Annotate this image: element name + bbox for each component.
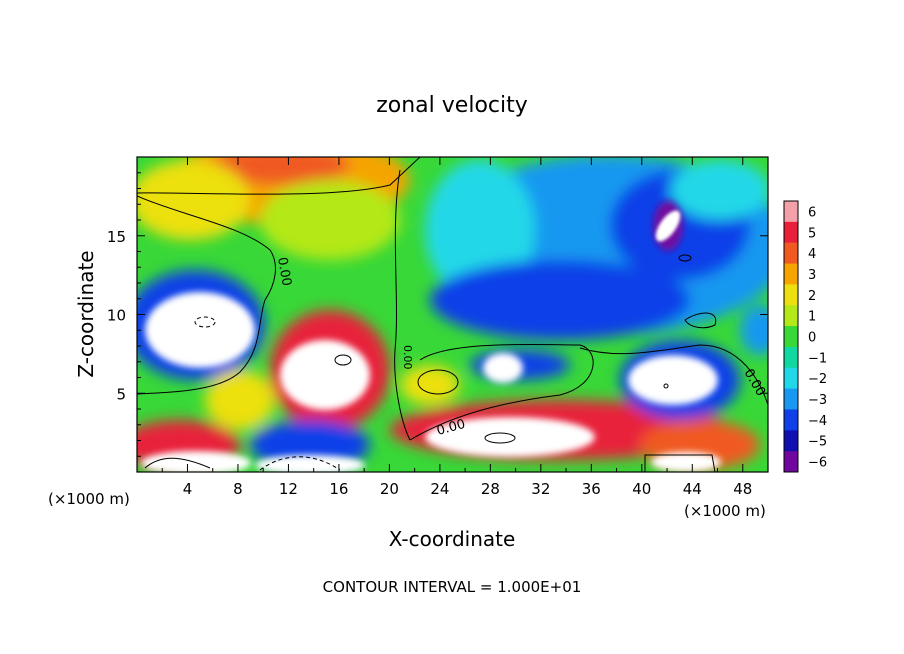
colorbar-label: −4 xyxy=(808,414,827,429)
x-tick-label: 20 xyxy=(380,480,399,498)
colorbar-label: 4 xyxy=(808,247,816,262)
x-tick-label: 16 xyxy=(329,480,348,498)
x-unit-left: (×1000 m) xyxy=(48,490,130,508)
colorbar-swatch xyxy=(784,388,798,410)
x-tick-label: 8 xyxy=(233,480,243,498)
x-tick-label: 4 xyxy=(183,480,193,498)
colorbar: 6 5 4 3 2 1 0 −1 −2 −3 −4 −5 −6 xyxy=(783,200,827,473)
x-tick-label: 44 xyxy=(683,480,702,498)
colorbar-label: 6 xyxy=(808,205,816,220)
colorbar-swatch xyxy=(784,409,798,431)
colorbar-swatch xyxy=(784,284,798,306)
contour-lines xyxy=(137,157,768,472)
colorbar-swatch xyxy=(784,346,798,369)
contour-interval-note: CONTOUR INTERVAL = 1.000E+01 xyxy=(323,578,582,596)
contour-label: 0.00 xyxy=(274,256,294,287)
y-tick-label: 15 xyxy=(107,228,126,246)
contour-label: 0.00 xyxy=(435,417,467,439)
colorbar-swatch xyxy=(784,305,798,327)
colorbar-label: 1 xyxy=(808,310,816,325)
colorbar-label: −5 xyxy=(808,435,827,450)
x-tick-label: 48 xyxy=(733,480,752,498)
colorbar-swatch xyxy=(784,451,798,473)
colorbar-label: 2 xyxy=(808,289,816,304)
colorbar-swatch xyxy=(784,201,798,223)
x-tick-label: 36 xyxy=(582,480,601,498)
y-tick-label: 10 xyxy=(107,307,126,325)
colorbar-swatch xyxy=(784,263,798,285)
x-tick-label: 24 xyxy=(430,480,449,498)
colorbar-label: −1 xyxy=(808,351,827,366)
contour-label: 0.00 xyxy=(401,345,414,370)
colorbar-label: −2 xyxy=(808,372,827,387)
x-tick-label: 28 xyxy=(481,480,500,498)
colorbar-label: −3 xyxy=(808,393,827,408)
x-axis-label: X-coordinate xyxy=(389,527,516,551)
colorbar-swatch xyxy=(784,221,798,244)
colorbar-frame xyxy=(783,200,799,473)
y-axis: 5 10 15 xyxy=(107,172,768,457)
colorbar-label: 0 xyxy=(808,331,816,346)
x-unit-right: (×1000 m) xyxy=(684,502,766,520)
y-tick-label: 5 xyxy=(116,385,126,403)
x-tick-label: 32 xyxy=(531,480,550,498)
colorbar-swatch xyxy=(784,430,798,452)
colorbar-swatch xyxy=(784,367,798,390)
colorbar-label: −6 xyxy=(808,456,827,471)
colorbar-swatch xyxy=(784,242,798,265)
y-axis-label: Z-coordinate xyxy=(74,250,98,377)
chart-title: zonal velocity xyxy=(376,93,528,118)
x-tick-label: 40 xyxy=(632,480,651,498)
colorbar-swatch xyxy=(784,326,798,348)
colorbar-label: 3 xyxy=(808,268,816,283)
heatmap-field xyxy=(137,157,768,472)
colorbar-label: 5 xyxy=(808,226,816,241)
x-axis: 4 8 12 16 20 24 28 32 36 40 44 48 xyxy=(161,157,752,498)
x-tick-label: 12 xyxy=(279,480,298,498)
